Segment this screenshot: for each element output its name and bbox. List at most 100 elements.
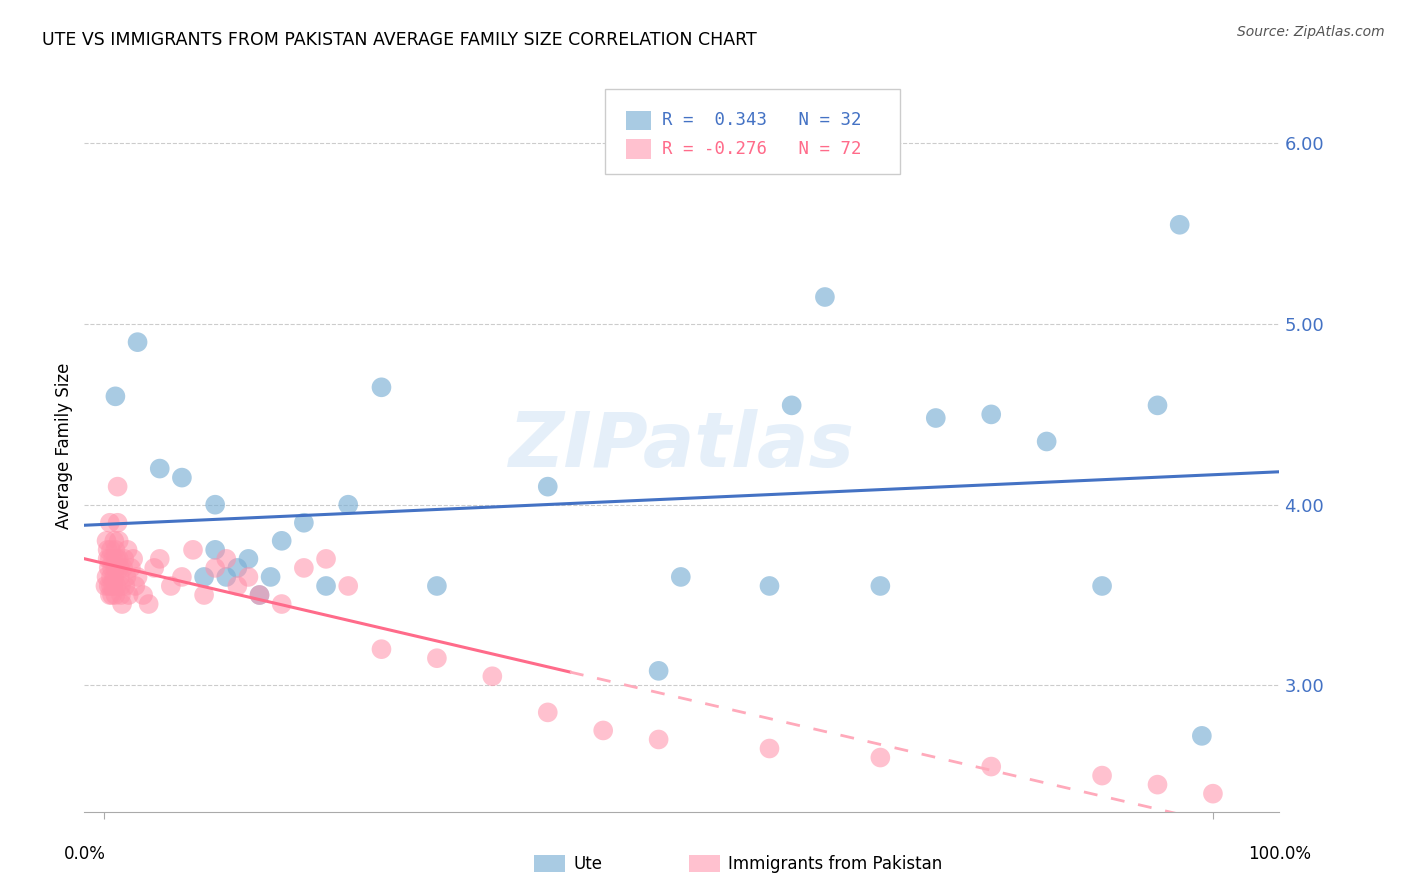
Point: [1202, 787, 1225, 801]
Point: [337, 498, 360, 512]
Point: [100, 579, 122, 593]
Point: [105, 579, 128, 593]
Point: [104, 588, 127, 602]
Point: [481, 669, 503, 683]
Point: [117, 542, 139, 557]
Point: [127, 335, 149, 350]
Point: [758, 741, 780, 756]
Point: [98, 516, 121, 530]
Point: [204, 542, 226, 557]
Point: [238, 552, 260, 566]
Point: [181, 542, 204, 557]
Point: [1146, 398, 1168, 412]
Point: [238, 570, 260, 584]
Point: [98, 552, 121, 566]
Point: [592, 723, 614, 738]
Point: [270, 533, 292, 548]
Point: [143, 561, 166, 575]
Point: [108, 570, 131, 584]
Point: [537, 706, 560, 720]
Point: [669, 570, 692, 584]
Point: [149, 461, 172, 475]
Point: [103, 552, 125, 566]
Point: [1091, 769, 1114, 783]
Point: [1035, 434, 1057, 449]
Point: [110, 588, 132, 602]
Point: [96, 533, 118, 548]
Text: 0.0%: 0.0%: [63, 845, 105, 863]
Point: [103, 533, 125, 548]
Point: [315, 552, 337, 566]
Point: [120, 561, 142, 575]
Point: [537, 480, 560, 494]
Point: [370, 380, 392, 394]
Point: [97, 552, 120, 566]
Point: [226, 579, 249, 593]
Point: [370, 642, 392, 657]
Point: [426, 579, 449, 593]
Text: Immigrants from Pakistan: Immigrants from Pakistan: [728, 855, 942, 873]
Point: [122, 552, 145, 566]
Point: [108, 561, 131, 575]
Point: [980, 759, 1002, 773]
Point: [869, 750, 891, 764]
Point: [204, 498, 226, 512]
Point: [100, 542, 122, 557]
Point: [1168, 218, 1191, 232]
Text: Ute: Ute: [574, 855, 603, 873]
Point: [107, 480, 129, 494]
Point: [215, 570, 238, 584]
Point: [426, 651, 449, 665]
Text: ZIPatlas: ZIPatlas: [509, 409, 855, 483]
Point: [292, 516, 315, 530]
Point: [249, 588, 271, 602]
Point: [104, 542, 127, 557]
Point: [292, 561, 315, 575]
Point: [1146, 778, 1168, 792]
Point: [170, 570, 193, 584]
Point: [115, 570, 138, 584]
Point: [1091, 579, 1114, 593]
Point: [160, 579, 183, 593]
Point: [103, 579, 125, 593]
Y-axis label: Average Family Size: Average Family Size: [55, 363, 73, 529]
Point: [193, 588, 215, 602]
Point: [980, 408, 1002, 422]
Point: [127, 570, 149, 584]
Point: [780, 398, 803, 412]
Point: [758, 579, 780, 593]
Point: [112, 561, 135, 575]
Point: [204, 561, 226, 575]
Point: [270, 597, 292, 611]
Point: [97, 542, 120, 557]
Point: [96, 570, 118, 584]
Point: [925, 411, 948, 425]
Text: 100.0%: 100.0%: [1249, 845, 1310, 863]
Point: [107, 552, 129, 566]
Text: UTE VS IMMIGRANTS FROM PAKISTAN AVERAGE FAMILY SIZE CORRELATION CHART: UTE VS IMMIGRANTS FROM PAKISTAN AVERAGE …: [42, 31, 756, 49]
Point: [107, 516, 129, 530]
Point: [170, 470, 193, 484]
Point: [110, 579, 132, 593]
Text: R = -0.276   N = 72: R = -0.276 N = 72: [662, 140, 862, 158]
Point: [97, 561, 120, 575]
Point: [647, 732, 669, 747]
Point: [105, 552, 128, 566]
Point: [259, 570, 281, 584]
Point: [869, 579, 891, 593]
Point: [100, 570, 122, 584]
Point: [103, 570, 125, 584]
Point: [132, 588, 155, 602]
Point: [193, 570, 215, 584]
Point: [104, 389, 127, 403]
Point: [107, 533, 129, 548]
Point: [337, 579, 360, 593]
Point: [104, 561, 127, 575]
Point: [249, 588, 271, 602]
Point: [647, 664, 669, 678]
Point: [94, 579, 117, 593]
Point: [124, 579, 146, 593]
Point: [1191, 729, 1213, 743]
Point: [112, 552, 135, 566]
Point: [149, 552, 172, 566]
